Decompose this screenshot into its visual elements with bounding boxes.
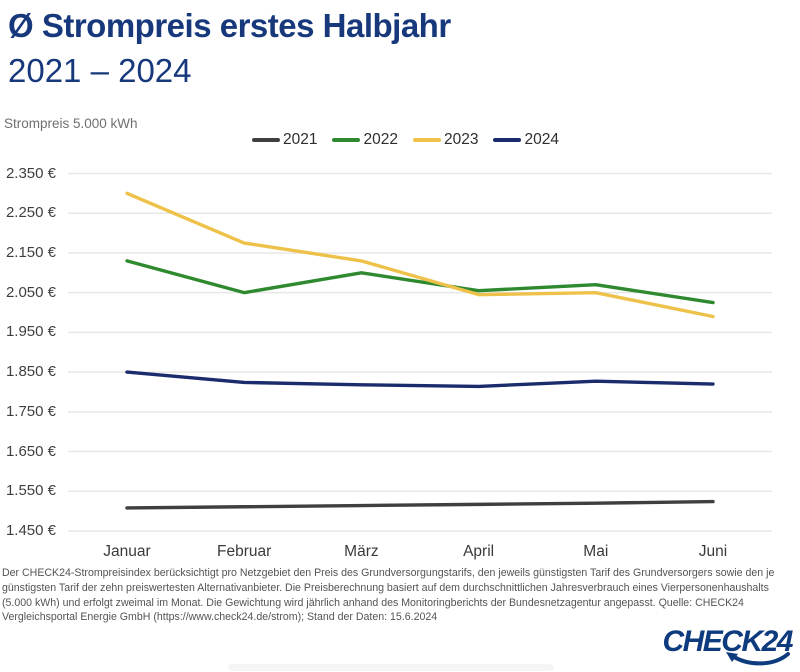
x-axis-tick-label: Januar: [103, 543, 151, 560]
check24-logo: CHECK24: [654, 627, 794, 669]
page-title: Ø Strompreis erstes Halbjahr: [8, 7, 451, 44]
x-axis-tick-label: Februar: [217, 543, 272, 560]
x-axis-tick-label: April: [463, 543, 495, 560]
y-axis-tick-label: 1.550 €: [5, 482, 56, 500]
legend-label: 2023: [443, 131, 479, 148]
legend-item-2024: 2024: [493, 131, 559, 149]
y-axis-tick-label: 1.650 €: [5, 442, 56, 460]
y-axis-tick-label: 1.850 €: [5, 363, 56, 381]
legend-item-2021: 2021: [252, 131, 317, 149]
y-axis-tick-label: 1.950 €: [5, 323, 56, 341]
chart-legend: 2021 2022 2023 2024: [252, 131, 559, 149]
series-line-2022: [125, 259, 715, 305]
x-axis-tick-label: Mai: [583, 543, 609, 560]
legend-swatch-icon: [332, 138, 361, 142]
y-axis-tick-label: 1.450 €: [5, 521, 56, 539]
x-axis-tick-label: Juni: [698, 543, 728, 560]
y-axis-tick-label: 2.150 €: [5, 243, 56, 261]
legend-swatch-icon: [412, 138, 441, 142]
check24-logo-swoosh-arrow-icon: [726, 652, 790, 666]
legend-item-2023: 2023: [412, 131, 479, 149]
bottom-scrollbar[interactable]: [228, 664, 554, 671]
y-axis-tick-label: 2.050 €: [5, 283, 56, 301]
y-axis-tick-label: 2.350 €: [5, 164, 56, 182]
y-axis-unit-label: Strompreis 5.000 kWh: [4, 116, 138, 131]
series-line-2024: [125, 370, 715, 389]
check24-logo-text: CHECK24: [662, 625, 793, 658]
legend-item-2022: 2022: [332, 131, 398, 149]
legend-label: 2024: [524, 131, 559, 148]
legend-label: 2021: [283, 131, 318, 148]
legend-swatch-icon: [493, 138, 522, 142]
series-line-2021: [125, 499, 715, 510]
x-axis-tick-label: März: [344, 543, 379, 560]
source-disclaimer-text: Der CHECK24-Strompreisindex berücksichti…: [2, 567, 775, 624]
page-subtitle: 2021 – 2024: [8, 52, 192, 89]
legend-label: 2022: [363, 131, 398, 148]
y-axis-tick-label: 2.250 €: [5, 204, 56, 222]
y-axis-tick-label: 1.750 €: [5, 402, 56, 420]
legend-swatch-icon: [252, 138, 280, 142]
series-line-2023: [125, 191, 715, 319]
